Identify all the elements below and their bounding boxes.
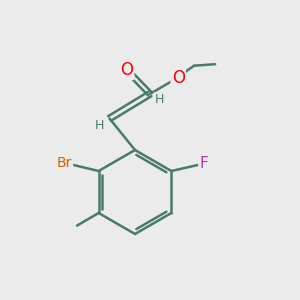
Text: H: H (95, 118, 105, 132)
Text: O: O (120, 61, 133, 79)
Text: O: O (172, 69, 185, 87)
Text: H: H (154, 93, 164, 106)
Text: F: F (200, 156, 208, 171)
Text: Br: Br (57, 156, 72, 170)
